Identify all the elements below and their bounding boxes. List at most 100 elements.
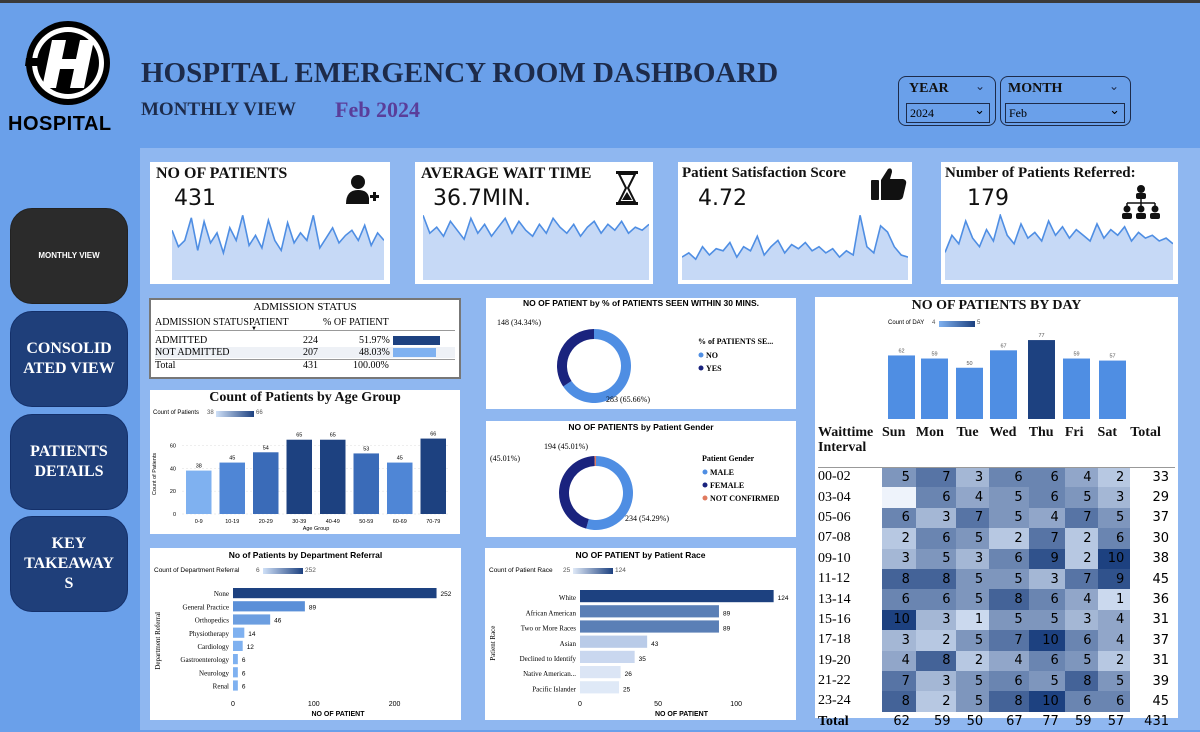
chart-title: NO OF PATIENT by % of PATIENTS SEEN WITH… [523, 298, 759, 308]
row-total: 30 [1152, 530, 1169, 546]
data-label: 77 [1038, 333, 1044, 339]
bar [233, 588, 437, 599]
column-header: Wed [989, 423, 1029, 468]
admission-header-row: ADMISSION STATUS PATIENT ▼ % OF PATIENT [155, 317, 455, 332]
bar [286, 439, 312, 514]
nav-consolidated-view[interactable]: CONSOLID ATED VIEW [10, 311, 128, 407]
heatmap-cell: 9 [1097, 568, 1131, 590]
heatmap-cell: 1 [1097, 589, 1131, 610]
column-header: Tue [956, 423, 990, 468]
data-label: 54 [263, 445, 269, 451]
heatmap-table: Waittime Interval Sun Mon Tue Wed Thu Fri Sat To… [818, 423, 1175, 732]
heatmap-cell: 6 [1097, 528, 1131, 549]
month-dropdown[interactable]: Feb ⌄ [1005, 102, 1125, 123]
kpi-card-patients: NO OF PATIENTS 431 [150, 162, 390, 284]
month-slicer[interactable]: MONTH ⌄ Feb ⌄ [1000, 76, 1131, 126]
data-label: 38 [196, 464, 202, 470]
heatmap-cell: 3 [882, 630, 916, 651]
heatmap-cell: 3 [882, 548, 916, 569]
column-header: Sun [882, 423, 916, 468]
sparkline-line [172, 215, 384, 256]
row-label: 23-24 [818, 693, 851, 709]
bar [233, 667, 238, 678]
heatmap-cell: 6 [1064, 691, 1098, 712]
legend-gradient [263, 568, 303, 574]
y-tick-label: Physiotherapy [189, 630, 230, 638]
x-tick-label: 0 [578, 701, 582, 708]
bar [580, 590, 774, 603]
heatmap-cell: 8 [989, 691, 1029, 712]
y-tick-label: General Practice [183, 603, 229, 611]
x-tick-label: 10-19 [225, 519, 239, 525]
cell-patients: 207 [303, 347, 318, 358]
dept-plot: None 252 General Practice 89 Orthopedics 46 Ph… [154, 588, 452, 718]
heatmap-cell: 10 [1028, 630, 1065, 651]
heatmap-cell: 6 [915, 589, 957, 610]
heatmap-cell: 5 [989, 609, 1029, 631]
row-label: 15-16 [818, 611, 851, 627]
legend-item: YES [706, 364, 722, 373]
heatmap-cell: 5 [1064, 650, 1098, 671]
data-label: 59 [1073, 352, 1079, 358]
nav-monthly-view[interactable]: MONTHLY VIEW [10, 208, 128, 304]
year-slicer[interactable]: YEAR ⌄ 2024 ⌄ [898, 76, 996, 126]
heatmap-cell: 2 [1097, 650, 1131, 671]
heatmap-cell: 59 [933, 714, 951, 730]
bar [580, 620, 719, 633]
race-plot: White 124 African American 89 Two or More Ra… [489, 590, 789, 718]
heatmap-cell: 10 [882, 609, 916, 631]
x-tick-label: 100 [730, 701, 742, 708]
heatmap-cell: 3 [915, 609, 957, 631]
heatmap-cell: 7 [989, 630, 1029, 651]
bar [990, 350, 1017, 419]
nav-key-takeaways[interactable]: KEY TAKEAWAY S [10, 516, 128, 612]
sparkline-patients [172, 215, 384, 280]
kpi-value: 431 [174, 186, 216, 211]
chart-title: NO OF PATIENT by Patient Race [575, 550, 706, 560]
y-tick-label: 20 [170, 489, 176, 495]
column-header: Total [1130, 423, 1175, 468]
heatmap-cell: 7 [1064, 568, 1098, 590]
table-row: 11-12 8 8 5 5 3 7 9 45 [818, 568, 1175, 590]
data-label: 12 [247, 644, 255, 651]
table-row: ADMITTED 224 51.97% [155, 335, 455, 346]
add-user-icon [346, 175, 379, 204]
heatmap-cell: 5 [989, 507, 1029, 529]
nav-consolidated-label: CONSOLID ATED VIEW [23, 340, 115, 377]
x-tick-label: 70-79 [426, 519, 440, 525]
sparkline-line [423, 215, 649, 241]
data-label: 124 [778, 595, 789, 602]
bar [921, 358, 948, 419]
legend-gradient [573, 568, 613, 574]
y-tick-label: 40 [170, 466, 176, 472]
bar [233, 654, 238, 665]
year-dropdown[interactable]: 2024 ⌄ [906, 102, 990, 123]
row-total: 33 [1152, 469, 1169, 485]
nav-patients-details[interactable]: PATIENTS DETAILS [10, 414, 128, 510]
legend-marker [702, 482, 708, 488]
heatmap-cell: 8 [915, 568, 957, 590]
bar [956, 367, 983, 419]
row-label: 07-08 [818, 530, 851, 546]
pct-bar [393, 336, 440, 345]
row-total: 38 [1152, 551, 1169, 567]
bar [1028, 340, 1055, 419]
day-plot: 62 59 50 67 77 59 57 [888, 333, 1126, 419]
y-tick-label: Native American... [523, 670, 576, 678]
heatmap-cell: 7 [882, 670, 916, 692]
heatmap-cell: 7 [1064, 507, 1098, 529]
heatmap-cell: 57 [1107, 714, 1125, 730]
heatmap-cell: 2 [915, 691, 957, 712]
year-value: 2024 [910, 106, 934, 120]
row-label: 03-04 [818, 489, 851, 505]
y-tick-label: Pacific Islander [532, 685, 576, 693]
x-tick-label: 0-9 [195, 519, 203, 525]
y-axis-label: Count of Patients [152, 453, 158, 495]
row-label: 13-14 [818, 591, 851, 607]
row-label: Total [818, 713, 849, 729]
legend-item: NOT CONFIRMED [710, 494, 780, 503]
heatmap-cell: 10 [1097, 548, 1131, 569]
heatmap-cell: 4 [1064, 467, 1098, 488]
logo-text: HOSPITAL [8, 113, 112, 135]
x-tick-label: 20-29 [259, 519, 273, 525]
